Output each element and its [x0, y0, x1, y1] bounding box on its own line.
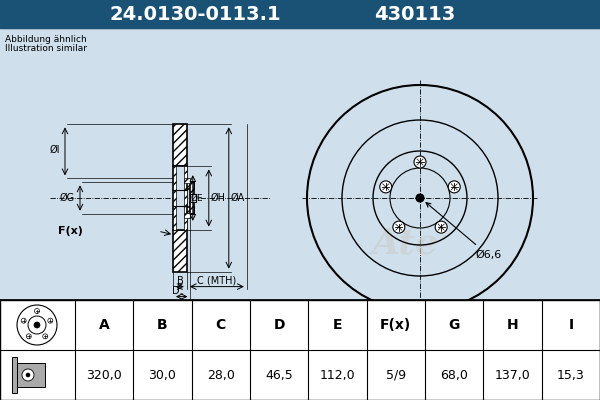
Bar — [12, 357, 17, 393]
Circle shape — [34, 322, 40, 328]
Text: Ate: Ate — [371, 226, 439, 260]
Bar — [0, 0, 600, 28]
Text: 137,0: 137,0 — [494, 368, 530, 382]
Text: E: E — [333, 318, 342, 332]
Bar — [0, 28, 600, 300]
Bar — [184, 166, 187, 230]
Circle shape — [26, 373, 30, 377]
Bar — [187, 207, 194, 214]
Text: 30,0: 30,0 — [149, 368, 176, 382]
Text: C (MTH): C (MTH) — [197, 276, 236, 286]
Text: ØE: ØE — [191, 194, 203, 202]
Bar — [173, 166, 187, 230]
Text: A: A — [99, 318, 110, 332]
Text: 112,0: 112,0 — [320, 368, 355, 382]
Text: B: B — [176, 276, 183, 286]
Bar — [173, 124, 187, 166]
Bar — [184, 213, 190, 218]
Text: ØA: ØA — [231, 193, 245, 203]
Bar — [173, 166, 176, 230]
Text: 68,0: 68,0 — [440, 368, 468, 382]
Bar — [187, 182, 194, 189]
Text: B: B — [157, 318, 168, 332]
Text: 15,3: 15,3 — [557, 368, 585, 382]
Text: Abbildung ähnlich: Abbildung ähnlich — [5, 35, 87, 44]
Circle shape — [35, 308, 40, 314]
Text: Ø6,6: Ø6,6 — [426, 202, 501, 260]
Bar — [190, 182, 194, 214]
Text: H: H — [506, 318, 518, 332]
Text: 430113: 430113 — [374, 4, 455, 24]
Text: Illustration similar: Illustration similar — [5, 44, 87, 53]
Circle shape — [22, 369, 34, 381]
Bar — [17, 363, 45, 387]
Text: 24.0130-0113.1: 24.0130-0113.1 — [109, 4, 281, 24]
Text: C: C — [216, 318, 226, 332]
Circle shape — [380, 181, 392, 193]
Circle shape — [43, 334, 48, 339]
Text: G: G — [448, 318, 460, 332]
Bar — [190, 194, 196, 202]
Circle shape — [21, 318, 26, 323]
Text: D: D — [172, 286, 179, 296]
Circle shape — [414, 156, 426, 168]
Text: F(x): F(x) — [380, 318, 412, 332]
Text: D: D — [274, 318, 285, 332]
Text: F(x): F(x) — [58, 226, 83, 236]
Circle shape — [416, 194, 424, 202]
Text: I: I — [568, 318, 574, 332]
Circle shape — [48, 318, 53, 323]
Text: ØI: ØI — [49, 145, 60, 155]
Text: 28,0: 28,0 — [207, 368, 235, 382]
Text: 320,0: 320,0 — [86, 368, 122, 382]
Bar — [184, 178, 190, 183]
Text: 5/9: 5/9 — [386, 368, 406, 382]
Text: ØG: ØG — [60, 193, 75, 203]
Bar — [173, 230, 187, 272]
Text: ØH: ØH — [211, 193, 226, 203]
Circle shape — [26, 334, 31, 339]
Circle shape — [435, 221, 447, 233]
Bar — [0, 300, 600, 400]
Text: 46,5: 46,5 — [265, 368, 293, 382]
Circle shape — [393, 221, 405, 233]
Circle shape — [448, 181, 460, 193]
